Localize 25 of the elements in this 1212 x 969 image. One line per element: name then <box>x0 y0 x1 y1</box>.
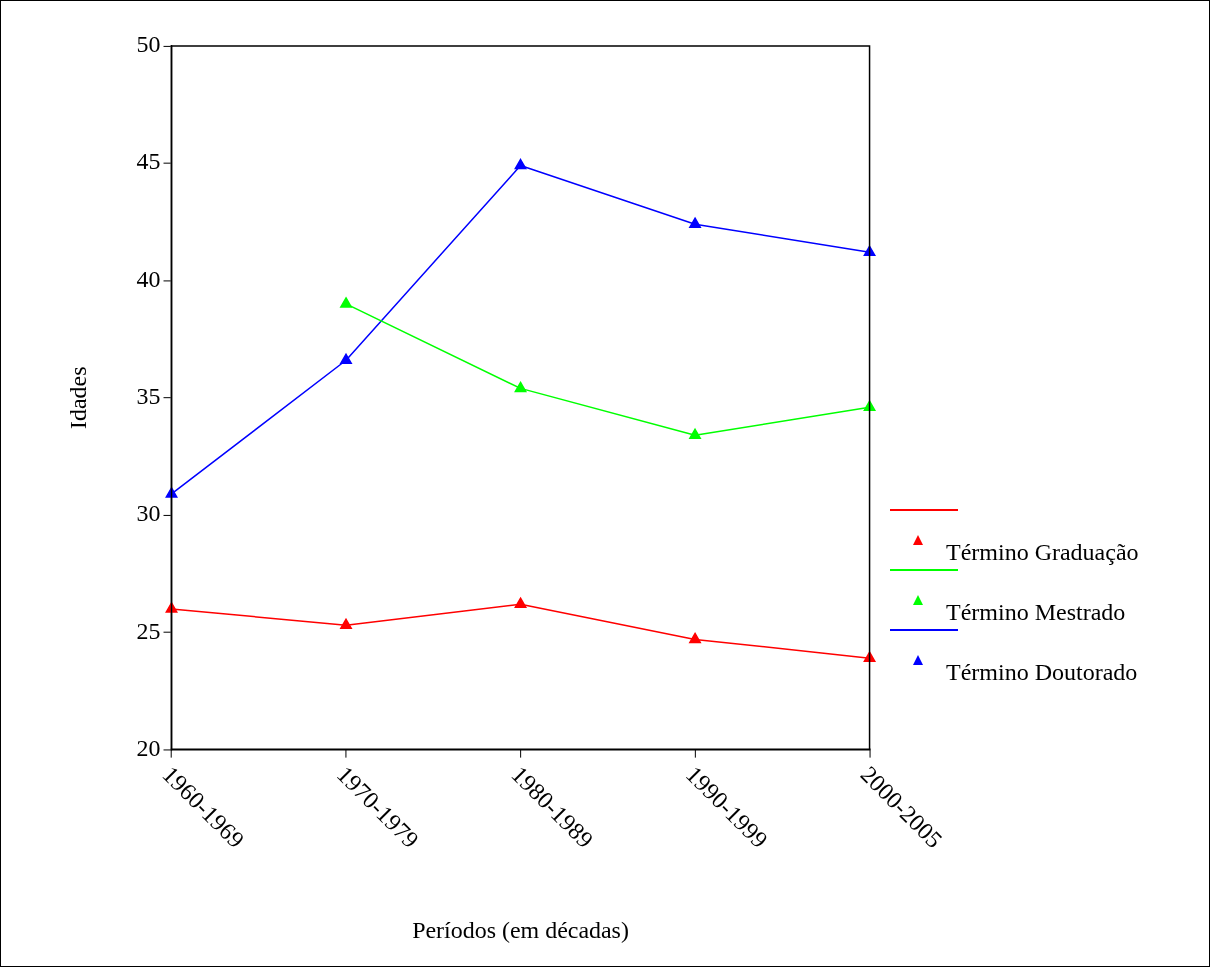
point <box>165 602 178 613</box>
point <box>514 381 527 393</box>
point <box>689 217 701 228</box>
y-tick-label: 30 <box>136 500 161 527</box>
legend-label: Término Graduação <box>946 538 1139 566</box>
point <box>165 487 178 498</box>
point <box>689 632 701 644</box>
point <box>514 158 527 170</box>
point <box>340 353 352 364</box>
y-axis-title: Idades <box>64 366 91 430</box>
y-tick-label: 50 <box>136 31 161 58</box>
y-tick-label: 40 <box>136 265 161 292</box>
point <box>340 297 352 308</box>
legend-label: Término Mestrado <box>946 598 1126 626</box>
y-tick-label: 35 <box>136 383 161 410</box>
point <box>514 597 527 608</box>
legend-label: Término Doutorado <box>946 658 1138 686</box>
point <box>689 428 701 440</box>
point <box>863 651 876 662</box>
y-tick-label: 20 <box>136 734 161 761</box>
point <box>863 400 876 411</box>
point <box>340 618 352 630</box>
x-axis-title: Períodos (em décadas) <box>412 916 629 943</box>
y-tick-label: 25 <box>136 617 161 644</box>
y-tick-label: 45 <box>136 148 161 175</box>
